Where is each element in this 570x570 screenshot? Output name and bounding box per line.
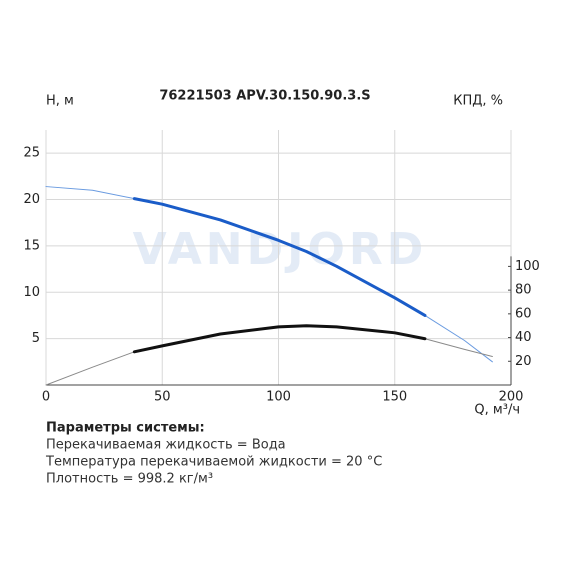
y-tick-label: 15 [23,238,40,253]
info-line: Перекачиваемая жидкость = Вода [46,438,286,453]
x-tick-label: 50 [154,390,171,405]
y-tick-label: 10 [23,285,40,300]
x-tick-label: 200 [499,390,524,405]
y2-tick-label: 40 [515,330,532,345]
chart-title: 76221503 APV.30.150.90.3.S [159,89,370,104]
y-tick-label: 20 [23,192,40,207]
y2-tick-label: 60 [515,306,532,321]
y-tick-label: 5 [32,331,40,346]
info-line: Плотность = 998.2 кг/м³ [46,472,213,487]
curve [132,197,427,317]
y2-tick-label: 100 [515,259,540,274]
x-axis-label: Q, м³/ч [474,403,520,418]
y-axis-label: H, м [46,94,74,109]
y2-axis-label: КПД, % [453,94,503,109]
y2-tick-label: 80 [515,283,532,298]
info-line: Температура перекачиваемой жидкости = 20… [45,455,382,470]
watermark: VANDJORD [133,224,428,275]
info-heading: Параметры системы: [46,421,205,436]
curve [45,338,493,386]
y-tick-label: 25 [23,146,40,161]
curve [132,324,427,354]
y2-tick-label: 20 [515,354,532,369]
x-tick-label: 0 [42,390,50,405]
curve [45,186,493,363]
x-tick-label: 100 [266,390,291,405]
x-tick-label: 150 [382,390,407,405]
